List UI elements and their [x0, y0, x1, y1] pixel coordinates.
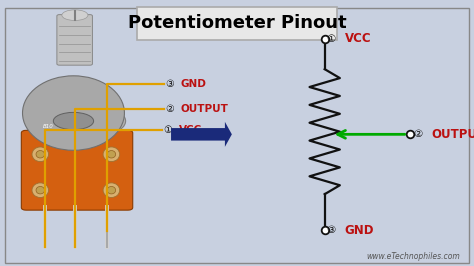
Text: www.eTechnophiles.com: www.eTechnophiles.com [366, 252, 460, 261]
FancyBboxPatch shape [57, 15, 92, 65]
FancyBboxPatch shape [21, 130, 133, 210]
Ellipse shape [103, 147, 119, 162]
Text: B10: B10 [43, 124, 54, 129]
Text: ③: ③ [327, 225, 336, 235]
Ellipse shape [23, 76, 124, 150]
Text: ①: ① [164, 125, 172, 135]
Text: ③: ③ [165, 79, 173, 89]
FancyBboxPatch shape [137, 7, 337, 40]
Ellipse shape [32, 183, 49, 197]
Ellipse shape [107, 151, 116, 158]
Text: ①: ① [327, 34, 336, 44]
Text: VCC: VCC [179, 125, 202, 135]
Text: Potentiometer Pinout: Potentiometer Pinout [128, 14, 346, 32]
Ellipse shape [103, 183, 119, 197]
Ellipse shape [36, 186, 45, 194]
Text: GND: GND [180, 79, 206, 89]
Text: OUTPUT: OUTPUT [431, 128, 474, 141]
Text: GND: GND [345, 224, 374, 236]
Ellipse shape [31, 102, 126, 140]
Ellipse shape [32, 147, 49, 162]
Ellipse shape [62, 10, 88, 20]
Ellipse shape [107, 186, 116, 194]
Text: OUTPUT: OUTPUT [180, 104, 228, 114]
Text: ②: ② [413, 129, 423, 139]
Ellipse shape [53, 112, 94, 130]
Ellipse shape [36, 151, 45, 158]
Text: ②: ② [165, 104, 173, 114]
Text: VCC: VCC [345, 32, 371, 45]
